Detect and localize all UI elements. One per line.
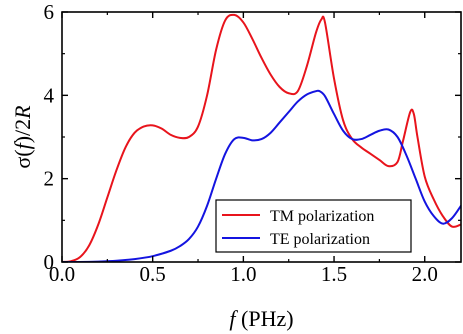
series-line-tm [62,13,461,262]
x-tick-label: 1.0 [230,262,256,286]
series-layer [62,13,461,262]
x-tick-label: 0.5 [140,262,166,286]
x-tick-label: 1.5 [321,262,347,286]
y-tick-label: 4 [44,83,55,107]
x-tick-label: 0.0 [49,262,75,286]
legend: TM polarization TE polarization [215,199,412,253]
y-tick-label: 0 [44,250,55,274]
x-tick-label: 2.0 [412,262,438,286]
ticks-layer: 0.0 0.5 1.0 1.5 2.0 0 2 4 6 [44,0,461,286]
x-axis-label: f (PHz) [229,306,293,331]
y-tick-label: 6 [44,0,55,24]
legend-box [215,199,412,253]
legend-label: TM polarization [270,208,374,225]
y-tick-label: 2 [44,167,55,191]
legend-label: TE polarization [270,231,370,248]
y-axis-label: σ(f)/2R [10,105,35,169]
series-line-te [62,89,461,262]
